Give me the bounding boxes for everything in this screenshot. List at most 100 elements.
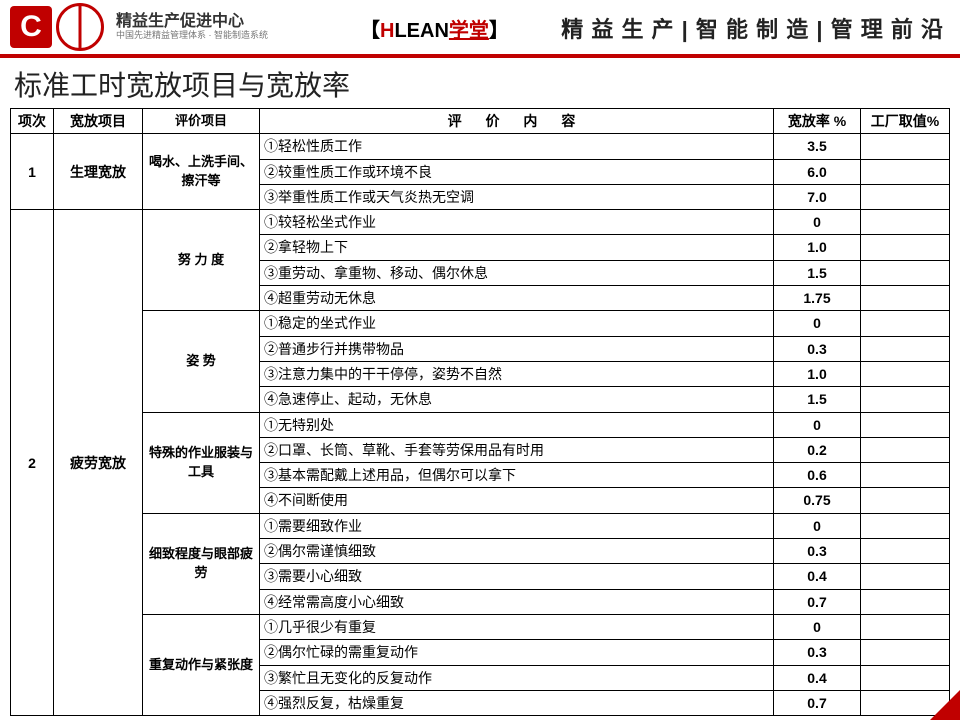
allowance-table: 项次 宽放项目 评价项目 评 价 内 容 宽放率 % 工厂取值% 1生理宽放喝水…: [10, 108, 950, 716]
table-header-row: 项次 宽放项目 评价项目 评 价 内 容 宽放率 % 工厂取值%: [11, 109, 950, 134]
cell-rate: 1.5: [774, 387, 861, 412]
cell-eval: 姿 势: [143, 311, 260, 412]
cell-content: ②较重性质工作或环境不良: [260, 159, 774, 184]
cell-factory: [861, 286, 950, 311]
cell-rate: 0: [774, 412, 861, 437]
cell-factory: [861, 665, 950, 690]
cell-rate: 7.0: [774, 184, 861, 209]
cell-factory: [861, 463, 950, 488]
cell-rate: 0.6: [774, 463, 861, 488]
cell-factory: [861, 614, 950, 639]
cell-rate: 0.4: [774, 665, 861, 690]
cell-factory: [861, 387, 950, 412]
cell-factory: [861, 437, 950, 462]
cell-rate: 1.0: [774, 235, 861, 260]
cell-factory: [861, 336, 950, 361]
cell-factory: [861, 640, 950, 665]
cell-factory: [861, 210, 950, 235]
cell-content: ④不间断使用: [260, 488, 774, 513]
cell-rate: 0.3: [774, 539, 861, 564]
cell-eval: 努 力 度: [143, 210, 260, 311]
cell-content: ②拿轻物上下: [260, 235, 774, 260]
cell-rate: 0: [774, 513, 861, 538]
table-row: 1生理宽放喝水、上洗手间、擦汗等①轻松性质工作3.5: [11, 134, 950, 159]
cell-rate: 0.4: [774, 564, 861, 589]
cell-content: ②偶尔忙碌的需重复动作: [260, 640, 774, 665]
cell-idx: 1: [11, 134, 54, 210]
cell-content: ②偶尔需谨慎细致: [260, 539, 774, 564]
cell-factory: [861, 539, 950, 564]
cell-content: ③注意力集中的干干停停，姿势不自然: [260, 361, 774, 386]
cell-content: ④经常需高度小心细致: [260, 589, 774, 614]
cell-factory: [861, 488, 950, 513]
cell-factory: [861, 589, 950, 614]
cell-rate: 1.0: [774, 361, 861, 386]
cell-project: 疲劳宽放: [54, 210, 143, 716]
cell-rate: 0.7: [774, 690, 861, 715]
logo-sub-text: 中国先进精益管理体系 · 智能制造系统: [116, 31, 268, 41]
logo-main-text: 精益生产促进中心: [116, 13, 268, 31]
cell-content: ③需要小心细致: [260, 564, 774, 589]
cell-rate: 1.5: [774, 260, 861, 285]
logo-block: C 精益生产促进中心 中国先进精益管理体系 · 智能制造系统: [10, 3, 268, 51]
cell-rate: 0.2: [774, 437, 861, 462]
cell-content: ③举重性质工作或天气炎热无空调: [260, 184, 774, 209]
cell-rate: 0: [774, 210, 861, 235]
cell-content: ②普通步行并携带物品: [260, 336, 774, 361]
hlean-badge: 【HLEAN学堂】: [360, 14, 509, 43]
col-idx: 项次: [11, 109, 54, 134]
cell-content: ①稳定的坐式作业: [260, 311, 774, 336]
cell-content: ③繁忙且无变化的反复动作: [260, 665, 774, 690]
cell-content: ④强烈反复，枯燥重复: [260, 690, 774, 715]
table-row: 2疲劳宽放努 力 度①较轻松坐式作业0: [11, 210, 950, 235]
cell-rate: 1.75: [774, 286, 861, 311]
cell-rate: 0.7: [774, 589, 861, 614]
table-row: 姿 势①稳定的坐式作业0: [11, 311, 950, 336]
cell-factory: [861, 564, 950, 589]
page-header: C 精益生产促进中心 中国先进精益管理体系 · 智能制造系统 【HLEAN学堂】…: [0, 0, 960, 58]
cell-eval: 特殊的作业服装与工具: [143, 412, 260, 513]
cell-rate: 0.3: [774, 640, 861, 665]
cell-factory: [861, 235, 950, 260]
cell-factory: [861, 260, 950, 285]
col-rate: 宽放率 %: [774, 109, 861, 134]
logo-text: 精益生产促进中心 中国先进精益管理体系 · 智能制造系统: [116, 13, 268, 40]
col-eval: 评价项目: [143, 109, 260, 134]
cell-idx: 2: [11, 210, 54, 716]
cell-rate: 0: [774, 311, 861, 336]
cell-factory: [861, 412, 950, 437]
cell-content: ④超重劳动无休息: [260, 286, 774, 311]
corner-decoration-icon: [930, 690, 960, 720]
logo-circle-icon: [56, 3, 104, 51]
cell-factory: [861, 134, 950, 159]
table-row: 特殊的作业服装与工具①无特别处0: [11, 412, 950, 437]
cell-content: ①几乎很少有重复: [260, 614, 774, 639]
cell-rate: 0: [774, 614, 861, 639]
cell-factory: [861, 184, 950, 209]
cell-factory: [861, 513, 950, 538]
page-title: 标准工时宽放项目与宽放率: [0, 58, 960, 108]
cell-rate: 0.3: [774, 336, 861, 361]
cell-rate: 3.5: [774, 134, 861, 159]
col-factory: 工厂取值%: [861, 109, 950, 134]
cell-content: ①无特别处: [260, 412, 774, 437]
cell-factory: [861, 311, 950, 336]
cell-factory: [861, 159, 950, 184]
cell-content: ①需要细致作业: [260, 513, 774, 538]
header-tagline: 精 益 生 产 | 智 能 制 造 | 管 理 前 沿: [561, 12, 944, 44]
cell-eval: 重复动作与紧张度: [143, 614, 260, 715]
cell-rate: 0.75: [774, 488, 861, 513]
cell-rate: 6.0: [774, 159, 861, 184]
cell-project: 生理宽放: [54, 134, 143, 210]
col-content: 评 价 内 容: [260, 109, 774, 134]
cell-content: ①较轻松坐式作业: [260, 210, 774, 235]
table-row: 重复动作与紧张度①几乎很少有重复0: [11, 614, 950, 639]
col-project: 宽放项目: [54, 109, 143, 134]
cell-content: ②口罩、长筒、草靴、手套等劳保用品有时用: [260, 437, 774, 462]
cell-factory: [861, 361, 950, 386]
cell-eval: 细致程度与眼部疲劳: [143, 513, 260, 614]
table-row: 细致程度与眼部疲劳①需要细致作业0: [11, 513, 950, 538]
cell-eval: 喝水、上洗手间、擦汗等: [143, 134, 260, 210]
cell-content: ①轻松性质工作: [260, 134, 774, 159]
cell-content: ④急速停止、起动，无休息: [260, 387, 774, 412]
